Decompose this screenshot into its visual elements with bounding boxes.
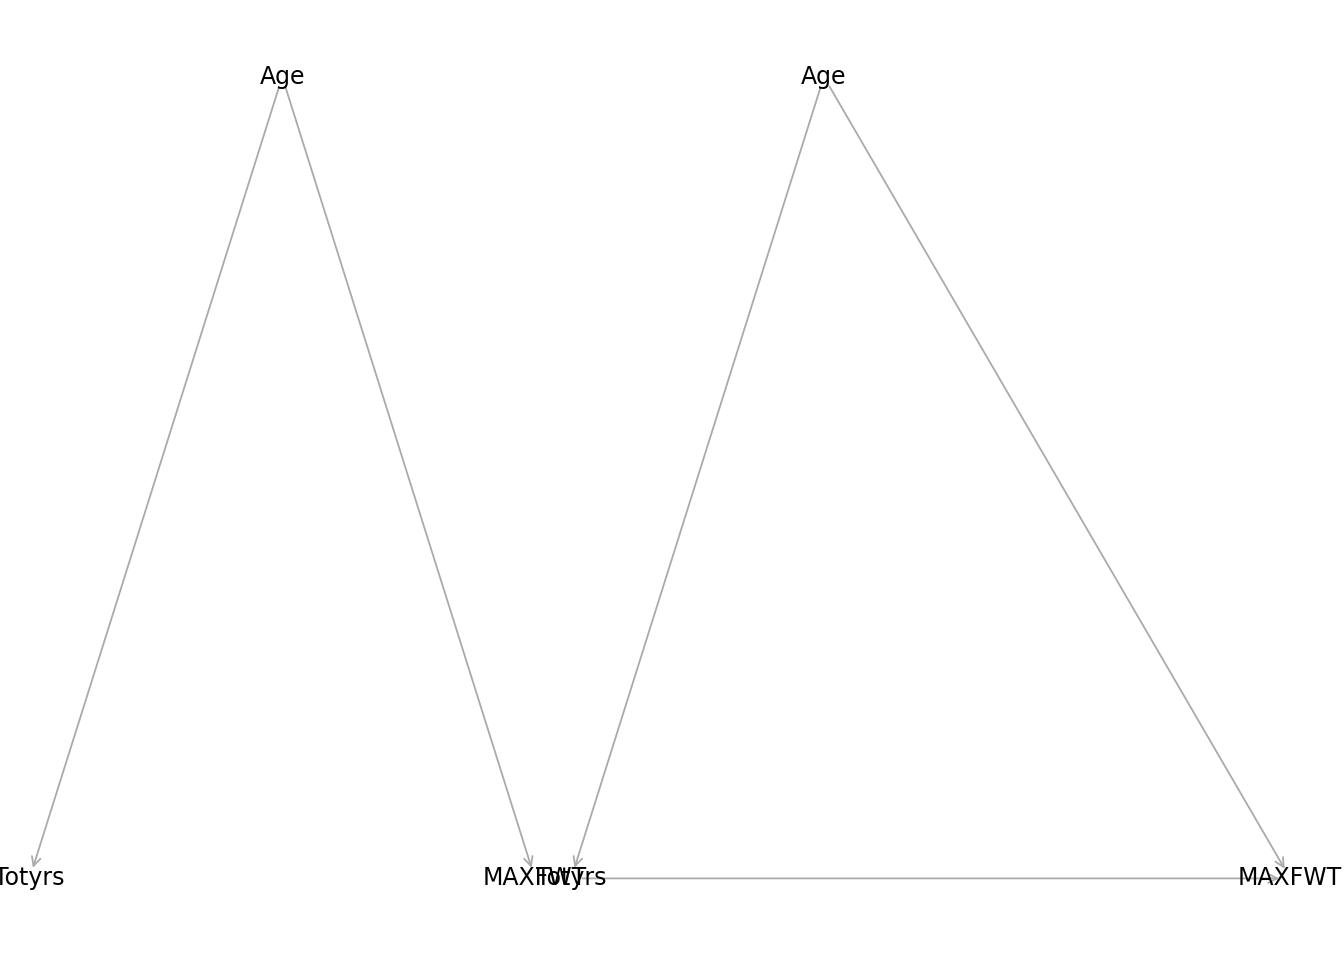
Text: MAXFWT: MAXFWT: [482, 866, 587, 891]
Text: MAXFWT: MAXFWT: [1238, 866, 1343, 891]
Text: Age: Age: [801, 65, 847, 88]
Text: Age: Age: [259, 65, 305, 88]
Text: Totyrs: Totyrs: [536, 866, 606, 891]
Text: Totyrs: Totyrs: [0, 866, 65, 891]
